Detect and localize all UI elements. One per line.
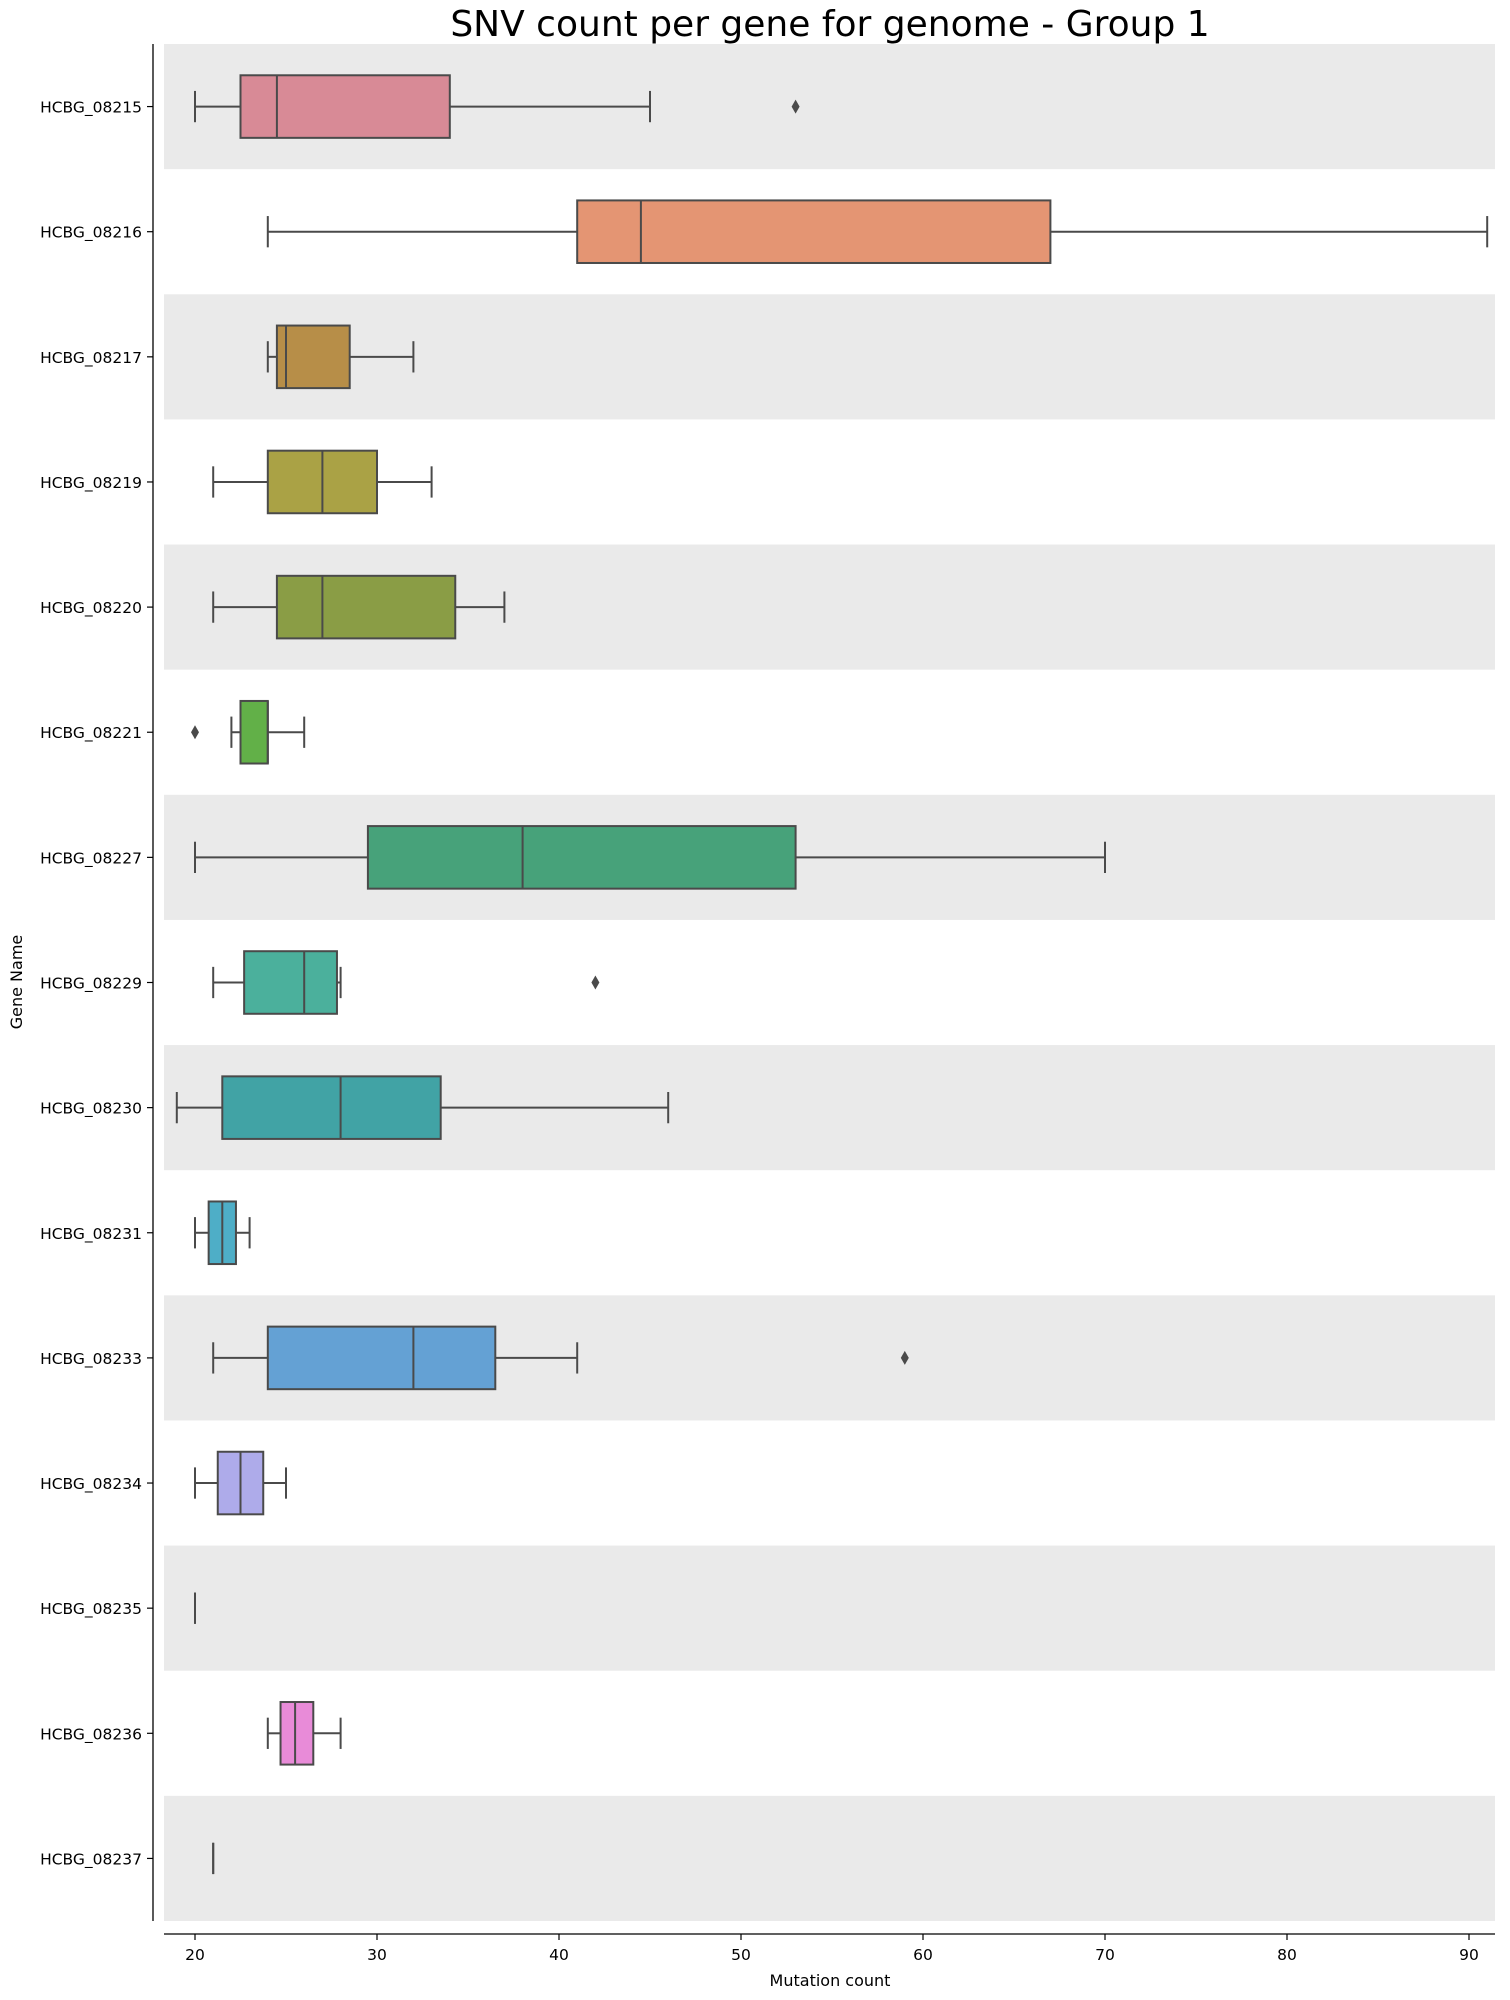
x-tick-label: 60 [913,1946,933,1964]
y-tick-label: HCBG_08233 [40,1350,142,1369]
y-tick-label: HCBG_08215 [40,99,142,118]
iqr-box [576,199,1052,264]
y-tick-label: HCBG_08229 [40,975,142,994]
y-tick-label: HCBG_08216 [40,224,142,243]
outlier-point [191,725,199,740]
boxes [175,74,1489,1875]
row-band [164,1795,1495,1921]
x-tick-label: 20 [185,1946,205,1964]
x-tick-label: 30 [367,1946,387,1964]
row-band [164,1545,1495,1671]
box-HCBG_08227 [194,825,1106,890]
y-tick-label: HCBG_08221 [40,724,142,743]
box-HCBG_08219 [212,449,433,515]
box-HCBG_08230 [175,1075,670,1140]
box-HCBG_08221 [191,699,306,765]
x-tick-label: 90 [1459,1946,1479,1964]
y-tick-label: HCBG_08231 [40,1225,142,1244]
iqr-box [279,1701,315,1766]
box-HCBG_08216 [266,199,1489,264]
y-tick-label: HCBG_08230 [40,1100,142,1119]
outlier-point [591,975,600,990]
iqr-box [366,825,797,890]
iqr-box [239,699,269,765]
y-tick-label: HCBG_08217 [40,349,142,368]
x-tick-label: 70 [1095,1946,1115,1964]
outlier-point [900,1350,909,1365]
box-HCBG_08231 [194,1200,251,1266]
box-HCBG_08233 [212,1325,909,1391]
x-axis-label: Mutation count [770,1971,891,1990]
y-tick-label: HCBG_08219 [40,474,142,493]
y-tick-label: HCBG_08234 [40,1475,142,1494]
iqr-box [221,1075,442,1140]
box-HCBG_08220 [212,574,506,640]
y-tick-label: HCBG_08227 [40,849,142,868]
y-tick-label: HCBG_08237 [40,1850,142,1869]
x-tick-label: 80 [1277,1946,1297,1964]
box-HCBG_08217 [266,324,415,390]
y-axis: HCBG_08215 HCBG_08216 HCBG_08217 HCBG_08219… [40,44,154,1921]
x-axis: 20 30 40 50 60 70 80 90 [164,1933,1495,1964]
y-tick-label: HCBG_08236 [40,1725,142,1744]
box-HCBG_08229 [212,950,600,1015]
iqr-box [275,324,351,390]
row-bands [164,44,1495,1921]
chart-title: SNV count per gene for genome - Group 1 [450,4,1209,45]
iqr-box [239,74,451,139]
x-tick-label: 50 [731,1946,751,1964]
y-tick-label: HCBG_08220 [40,599,142,618]
iqr-box [266,1325,497,1391]
y-tick-label: HCBG_08235 [40,1600,142,1619]
y-axis-label: Gene Name [7,935,26,1030]
box-HCBG_08234 [194,1450,287,1516]
iqr-box [243,950,338,1015]
box-HCBG_08215 [194,74,800,139]
x-tick-label: 40 [549,1946,569,1964]
iqr-box [275,574,457,640]
box-HCBG_08236 [266,1701,342,1766]
outlier-point [791,99,800,114]
